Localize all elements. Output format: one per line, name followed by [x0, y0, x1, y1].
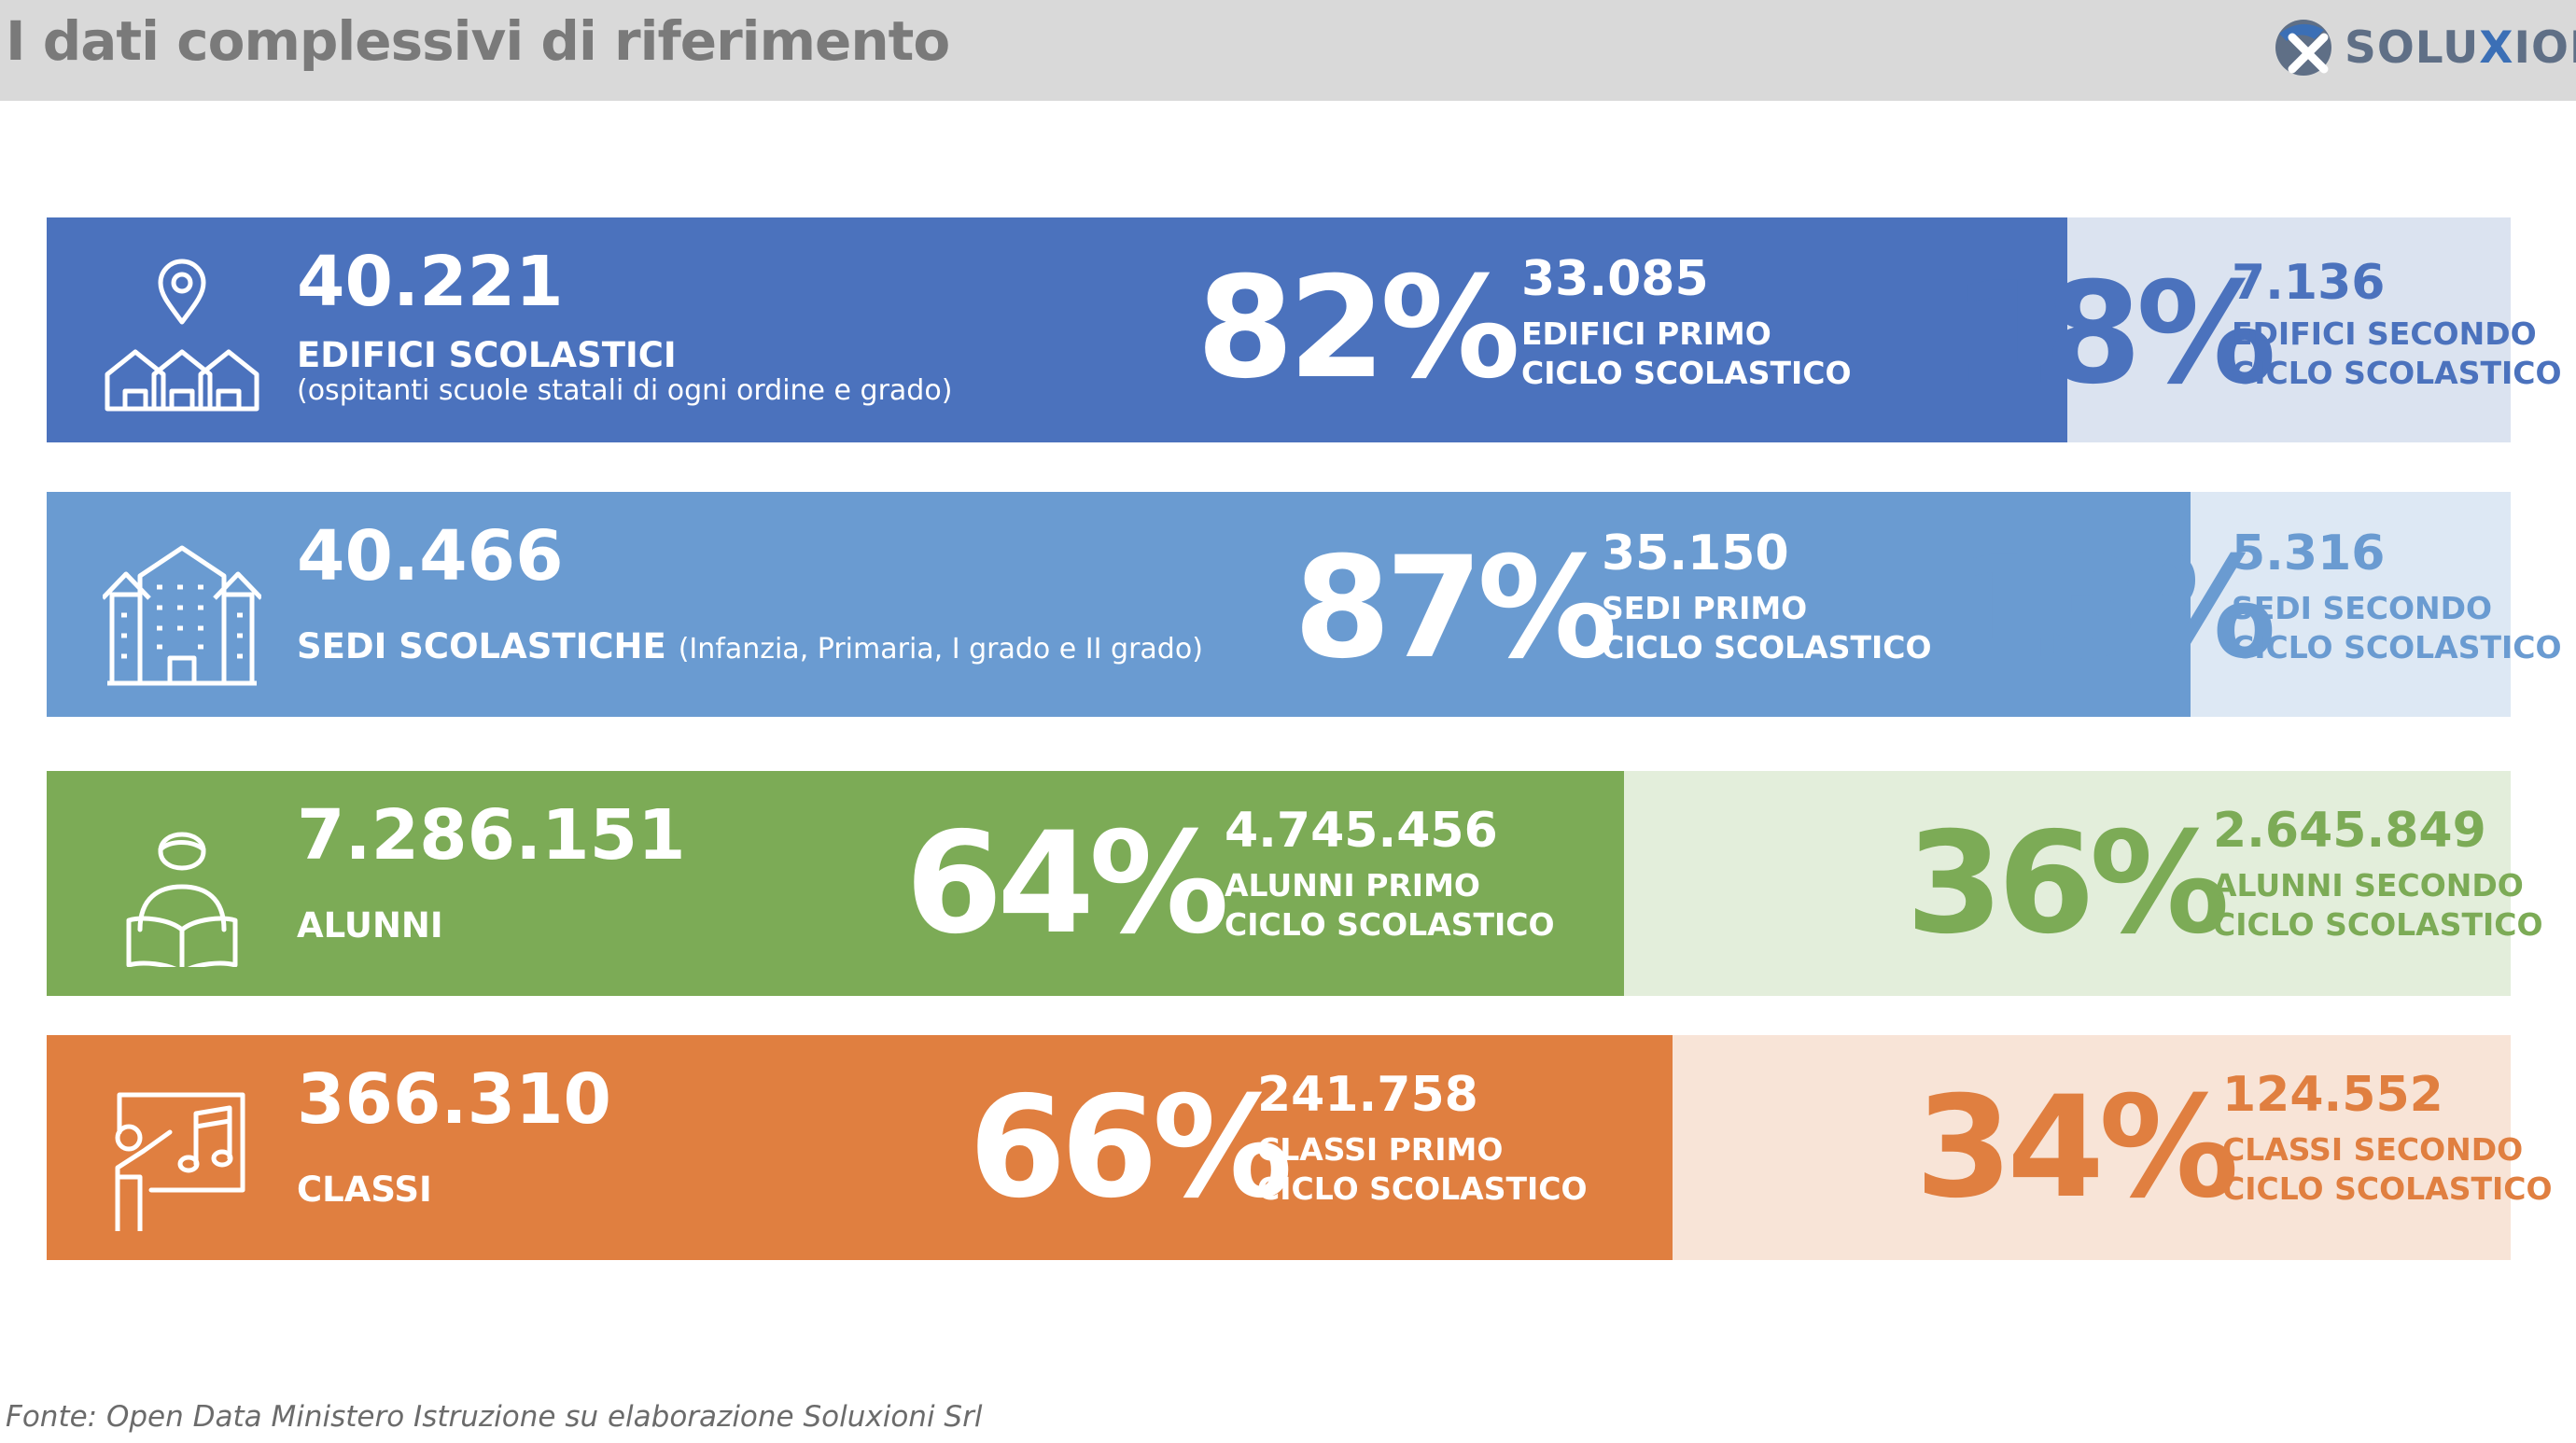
logo-wordmark: SOLUXIONI: [2345, 22, 2576, 74]
source-footnote: Fonte: Open Data Ministero Istruzione su…: [6, 1400, 983, 1434]
total-value: 40.221: [297, 242, 564, 322]
label-primo-line2: CICLO SCOLASTICO: [1225, 906, 1555, 943]
percent-primo: 82%: [1197, 247, 1520, 410]
header: I dati complessivi di riferimento SOLUXI…: [0, 0, 2576, 101]
student-reading-icon: [126, 832, 238, 967]
total-value: 366.310: [297, 1059, 612, 1140]
label-secondo-line1: SEDI SECONDO: [2231, 590, 2493, 626]
value-primo: 4.745.456: [1225, 803, 1498, 859]
percent-secondo: 13%: [1953, 527, 2276, 690]
label-secondo-line1: CLASSI SECONDO: [2221, 1131, 2524, 1168]
bar-primo-ciclo: 40.466 SEDI SCOLASTICHE (Infanzia, Prima…: [47, 492, 2191, 717]
total-value: 40.466: [297, 516, 564, 596]
value-secondo: 124.552: [2221, 1067, 2443, 1123]
percent-primo: 64%: [905, 803, 1229, 965]
total-label: ALUNNI: [297, 905, 443, 946]
page-title: I dati complessivi di riferimento: [6, 9, 950, 73]
bar-primo-ciclo: 366.310 CLASSI 66% 241.758 CLASSI PRIMO …: [47, 1035, 1673, 1260]
percent-secondo: 36%: [1905, 803, 2230, 965]
bar-primo-ciclo: 7.286.151 ALUNNI 64% 4.745.456 ALUNNI PR…: [47, 771, 1624, 996]
value-secondo: 5.316: [2231, 525, 2386, 581]
row-classi: 366.310 CLASSI 66% 241.758 CLASSI PRIMO …: [47, 1035, 2553, 1260]
label-secondo-line2: CICLO SCOLASTICO: [2231, 355, 2562, 391]
percent-secondo: 18%: [1953, 253, 2276, 415]
bar-secondo-ciclo: 13% 5.316 SEDI SECONDO CICLO SCOLASTICO: [1953, 492, 2562, 717]
value-secondo: 7.136: [2231, 255, 2386, 311]
row-edifici: 40.221 EDIFICI SCOLASTICI (ospitanti scu…: [47, 217, 2562, 442]
percent-primo: 66%: [969, 1067, 1293, 1229]
total-label: SEDI SCOLASTICHE (Infanzia, Primaria, I …: [297, 626, 1203, 666]
label-primo-line2: CICLO SCOLASTICO: [1257, 1170, 1588, 1207]
label-primo-line1: EDIFICI PRIMO: [1521, 315, 1771, 352]
value-primo: 33.085: [1521, 251, 1709, 307]
percent-primo: 87%: [1294, 527, 1617, 690]
label-primo-line1: SEDI PRIMO: [1602, 590, 1808, 626]
total-value: 7.286.151: [297, 795, 686, 876]
value-primo: 241.758: [1257, 1067, 1478, 1123]
total-label: EDIFICI SCOLASTICI: [297, 335, 677, 375]
teacher-blackboard-icon: [115, 1092, 245, 1231]
label-primo-line1: ALUNNI PRIMO: [1225, 867, 1480, 904]
row-sedi: 40.466 SEDI SCOLASTICHE (Infanzia, Prima…: [47, 492, 2562, 717]
value-secondo: 2.645.849: [2212, 803, 2486, 859]
bar-secondo-ciclo: 18% 7.136 EDIFICI SECONDO CICLO SCOLASTI…: [1953, 217, 2562, 442]
bar-primo-ciclo: 40.221 EDIFICI SCOLASTICI (ospitanti scu…: [47, 217, 2067, 442]
bar-secondo-ciclo: 34% 124.552 CLASSI SECONDO CICLO SCOLAST…: [1673, 1035, 2553, 1260]
label-secondo-line2: CICLO SCOLASTICO: [2212, 906, 2543, 943]
value-primo: 35.150: [1602, 525, 1789, 581]
logo-mark-icon: [2275, 20, 2331, 76]
label-secondo-line1: ALUNNI SECONDO: [2212, 867, 2524, 904]
houses-location-pin-icon: [105, 259, 259, 412]
label-secondo-line1: EDIFICI SECONDO: [2231, 315, 2537, 352]
total-note: (ospitanti scuole statali di ogni ordine…: [297, 374, 953, 407]
total-label: CLASSI: [297, 1170, 432, 1210]
label-secondo-line2: CICLO SCOLASTICO: [2231, 629, 2562, 665]
school-building-icon: [103, 545, 261, 686]
soluxioni-logo: SOLUXIONI: [2266, 9, 2576, 84]
label-primo-line2: CICLO SCOLASTICO: [1602, 629, 1932, 665]
bar-secondo-ciclo: 36% 2.645.849 ALUNNI SECONDO CICLO SCOLA…: [1623, 771, 2543, 996]
label-primo-line2: CICLO SCOLASTICO: [1521, 355, 1852, 391]
percent-secondo: 34%: [1914, 1067, 2239, 1229]
label-secondo-line2: CICLO SCOLASTICO: [2221, 1170, 2553, 1207]
label-primo-line1: CLASSI PRIMO: [1257, 1131, 1504, 1168]
row-alunni: 7.286.151 ALUNNI 64% 4.745.456 ALUNNI PR…: [47, 771, 2543, 996]
